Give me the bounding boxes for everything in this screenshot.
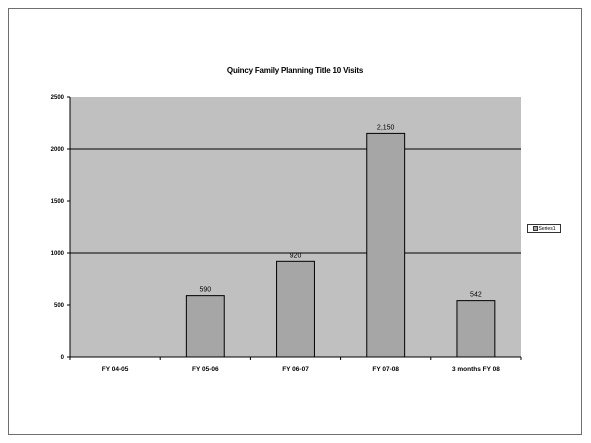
bar	[457, 301, 495, 357]
y-tick-label: 1500	[51, 199, 65, 205]
x-tick-label: FY 06-07	[282, 366, 309, 373]
y-tick-label: 500	[54, 303, 65, 309]
data-label: 542	[470, 292, 482, 299]
x-tick-label: FY 07-08	[372, 366, 399, 373]
bar	[186, 296, 224, 357]
data-label: 2,150	[377, 124, 395, 131]
y-tick-label: 0	[61, 355, 65, 361]
legend-label-series1: Series1	[539, 226, 556, 232]
data-label: 920	[290, 252, 302, 259]
y-tick-label: 2000	[51, 147, 65, 153]
data-label: 590	[199, 287, 211, 294]
bar	[277, 261, 315, 357]
legend-swatch	[533, 226, 538, 231]
y-tick-label: 2500	[51, 95, 65, 101]
y-tick-label: 1000	[51, 251, 65, 257]
x-tick-label: FY 05-06	[192, 366, 219, 373]
bar	[367, 133, 405, 357]
x-tick-label: FY 04-05	[102, 366, 129, 373]
x-tick-label: 3 months FY 08	[452, 366, 500, 373]
legend: Series1	[527, 224, 561, 233]
